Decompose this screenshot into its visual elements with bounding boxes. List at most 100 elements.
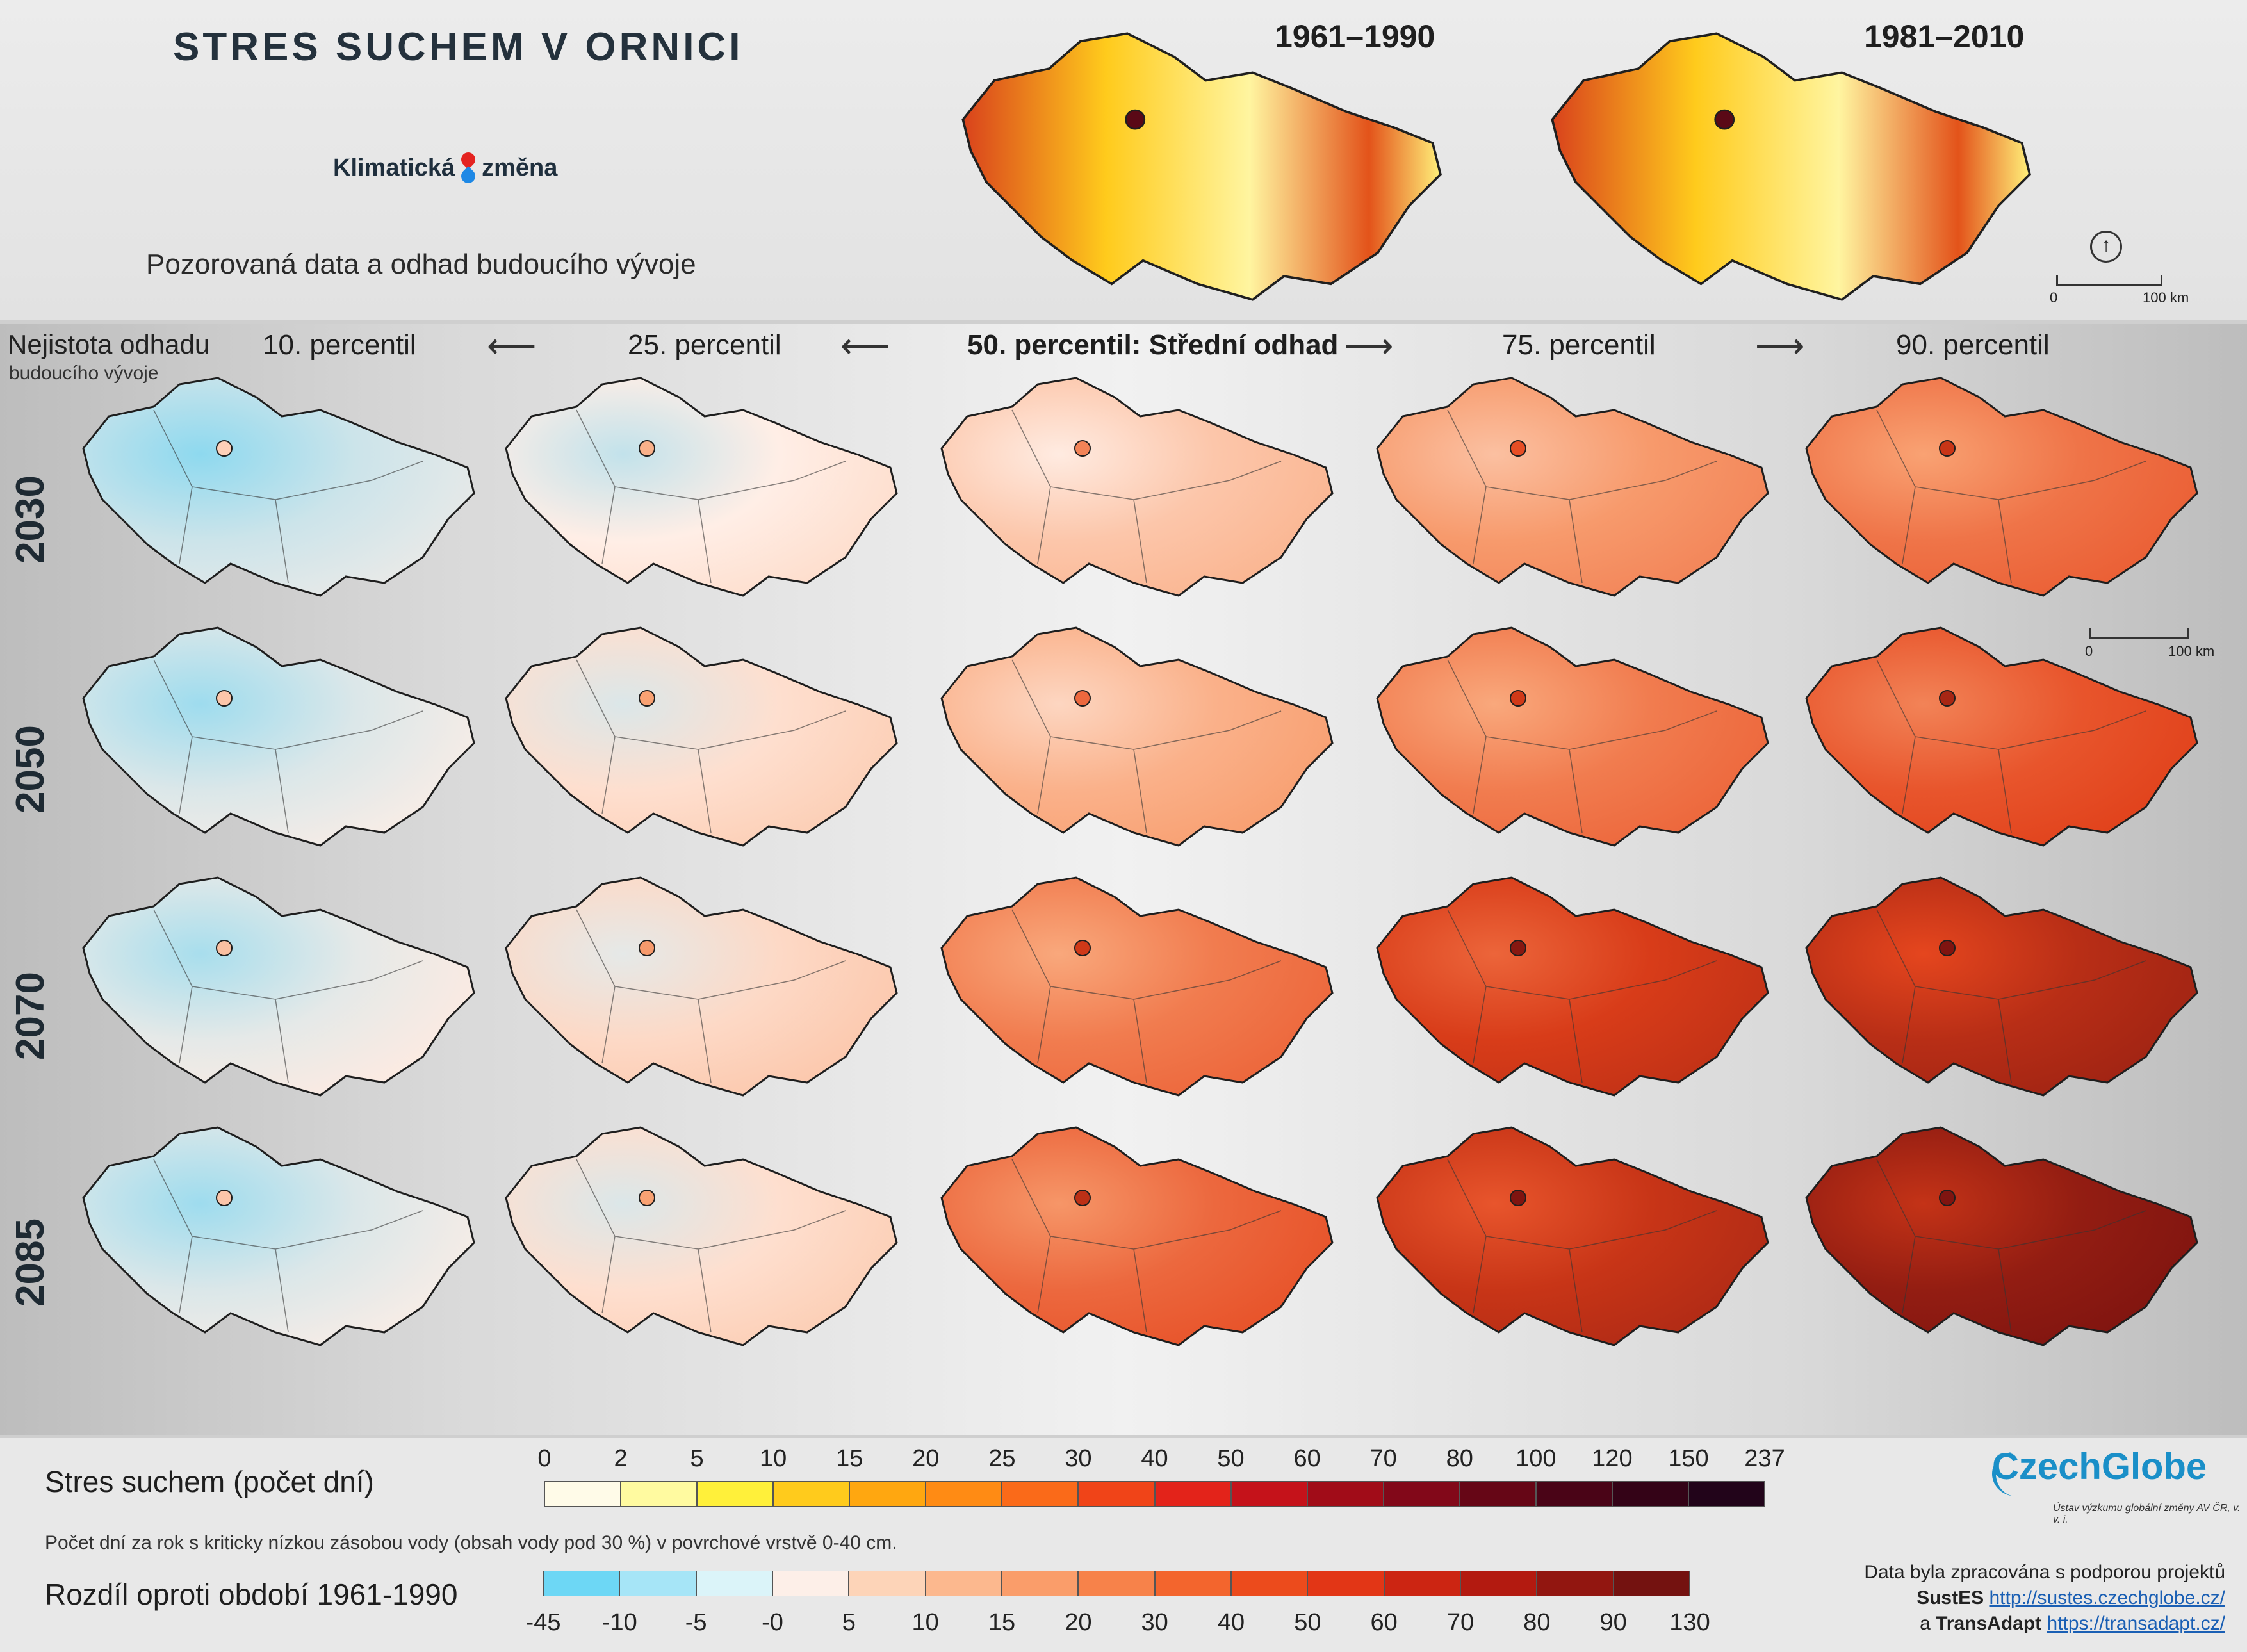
prague-marker [216,940,233,956]
map-2085-p0 [82,1126,475,1346]
project-sustes-name: SustES [1916,1587,1984,1608]
diff-tick: 60 [1370,1609,1398,1636]
region-borders [1447,909,1717,1083]
map-2085-p4 [1805,1126,2198,1346]
stress-legend-title: Stres suchem (počet dní) [45,1465,374,1498]
map-2085-p2 [940,1126,1334,1346]
map-2070-p4 [1805,876,2198,1097]
prague-marker [1510,690,1526,707]
stress-swatch [1307,1481,1384,1507]
subtitle: Pozorovaná data a odhad budoucího vývoje [146,249,696,280]
source-line: Data byla zpracována s podporou projektů [1864,1562,2225,1583]
map-2070-p2 [940,876,1334,1097]
stress-swatch [1459,1481,1536,1507]
stress-swatch [697,1481,774,1507]
year-label-2030: 2030 [8,475,53,564]
prague-marker [639,940,655,956]
historic-period-label-2: 1981–2010 [1864,19,2025,54]
czechglobe-subtitle: Ústav výzkumu globální změny AV ČR, v. v… [2053,1503,2241,1525]
prague-marker [1510,1190,1526,1206]
project-transadapt-name: TransAdapt [1936,1613,2042,1634]
map-2050-p0 [82,626,475,847]
stress-tick: 15 [836,1445,863,1472]
arrow-right-icon: ⟶ [1755,327,1805,365]
region-borders [1447,1159,1717,1333]
page-title: STRES SUCHEM V ORNICI [173,25,744,69]
historic-map-1981-2010 [1551,32,2031,301]
logo-text-2: změna [482,154,558,181]
prague-marker [1510,440,1526,457]
cz-outline [940,626,1334,847]
diff-tick: -5 [685,1609,707,1636]
stress-tick: 237 [1744,1445,1785,1472]
cz-outline [82,876,475,1097]
prague-marker [1074,440,1091,457]
north-arrow-icon: ↑ [2090,231,2122,263]
stress-tick: 25 [988,1445,1016,1472]
prague-marker [1939,690,1956,707]
map-2050-p1 [505,626,898,847]
region-borders [576,409,846,584]
region-borders [153,659,423,833]
scalebar-top-end: 100 km [2143,290,2189,306]
stress-tick: 60 [1293,1445,1321,1472]
year-label-2070: 2070 [8,972,53,1060]
prague-marker [216,690,233,707]
prague-marker [1939,1190,1956,1206]
diff-tick: 50 [1294,1609,1321,1636]
stress-tick: 30 [1065,1445,1092,1472]
stress-swatch [926,1481,1002,1507]
region-borders [153,409,423,584]
map-2070-p3 [1376,876,1769,1097]
prague-marker [216,1190,233,1206]
cz-outline [1805,1126,2198,1346]
stress-swatch [1612,1481,1688,1507]
diff-tick: 15 [988,1609,1016,1636]
stress-swatch [773,1481,850,1507]
prague-marker [639,690,655,707]
diff-tick: 5 [842,1609,856,1636]
logo-text-1: Klimatická [333,154,455,181]
stress-tick: 100 [1516,1445,1557,1472]
diff-tick: 40 [1217,1609,1245,1636]
diff-tick: 30 [1141,1609,1168,1636]
diff-tick: 70 [1446,1609,1475,1636]
diff-legend-title: Rozdíl oproti období 1961-1990 [45,1578,458,1611]
map-2030-p3 [1376,377,1769,597]
region-borders [1876,659,2146,833]
stress-swatch [849,1481,926,1507]
map-2030-p4 [1805,377,2198,597]
project-transadapt-link[interactable]: https://transadapt.cz/ [2047,1613,2225,1634]
percentile-25-label: 25. percentil [628,329,781,361]
historic-map-1961-1990 [961,32,1442,301]
prague-marker [1074,690,1091,707]
stress-tick: 120 [1592,1445,1633,1472]
drops-icon [458,149,478,186]
prague-marker [1074,1190,1091,1206]
diff-tick: 90 [1599,1609,1627,1636]
legend-panel [0,1435,2247,1652]
project-sustes-link[interactable]: http://sustes.czechglobe.cz/ [1989,1587,2225,1608]
stress-tick: 50 [1217,1445,1245,1472]
prague-marker [639,440,655,457]
cz-outline [505,377,898,597]
cz-outline [1805,377,2198,597]
diff-tick: 20 [1065,1609,1092,1636]
prague-marker [639,1190,655,1206]
arrow-right-icon: ⟶ [1344,327,1394,365]
diff-swatch [1154,1571,1231,1596]
map-2085-p1 [505,1126,898,1346]
stress-swatch [1383,1481,1460,1507]
cz-outline [82,1126,475,1346]
stress-tick: 10 [760,1445,787,1472]
stress-tick: 5 [690,1445,704,1472]
percentile-10-label: 10. percentil [263,329,416,361]
map-2030-p1 [505,377,898,597]
region-borders [1011,409,1282,584]
stress-tick: 80 [1446,1445,1473,1472]
project-transadapt: a TransAdapt https://transadapt.cz/ [1920,1613,2225,1635]
stress-swatch [621,1481,698,1507]
uncertainty-sublabel: budoucího vývoje [9,363,159,384]
cz-outline [1376,626,1769,847]
diff-tick: -10 [601,1609,637,1636]
